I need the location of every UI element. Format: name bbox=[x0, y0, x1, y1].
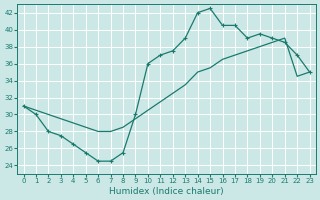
X-axis label: Humidex (Indice chaleur): Humidex (Indice chaleur) bbox=[109, 187, 224, 196]
